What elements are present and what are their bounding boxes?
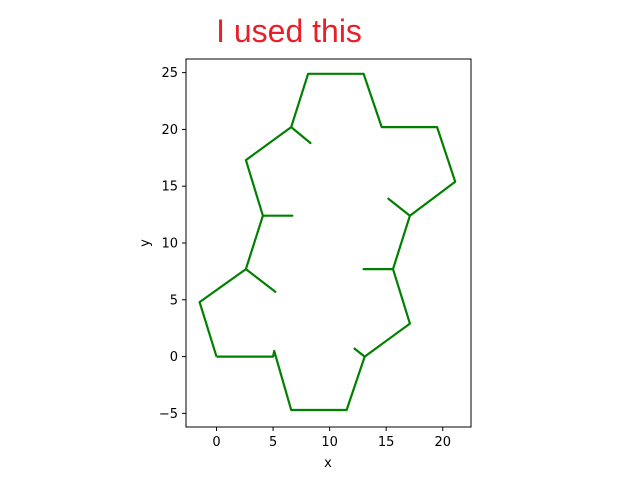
- y-tick-label: 0: [170, 350, 178, 365]
- annotation-text: I used this: [216, 13, 362, 49]
- y-tick-label: 20: [161, 123, 178, 138]
- y-tick-label: 25: [161, 66, 178, 81]
- y-axis-label: y: [138, 239, 153, 247]
- y-tick-label: 10: [161, 237, 178, 252]
- x-axis-ticks: 0 5 10 15 20: [212, 427, 451, 450]
- series-line-0: [198, 72, 457, 412]
- x-tick-label: 0: [212, 435, 220, 450]
- y-tick-label: −5: [159, 407, 178, 422]
- x-tick-label: 15: [378, 435, 395, 450]
- y-tick-label: 15: [161, 180, 178, 195]
- y-tick-label: 5: [170, 293, 178, 308]
- x-tick-label: 5: [269, 435, 277, 450]
- plot-area: [198, 72, 457, 412]
- x-tick-label: 20: [434, 435, 451, 450]
- x-axis-label: x: [324, 456, 332, 471]
- x-tick-label: 10: [321, 435, 338, 450]
- y-axis-ticks: −5 0 5 10 15 20 25: [159, 66, 186, 422]
